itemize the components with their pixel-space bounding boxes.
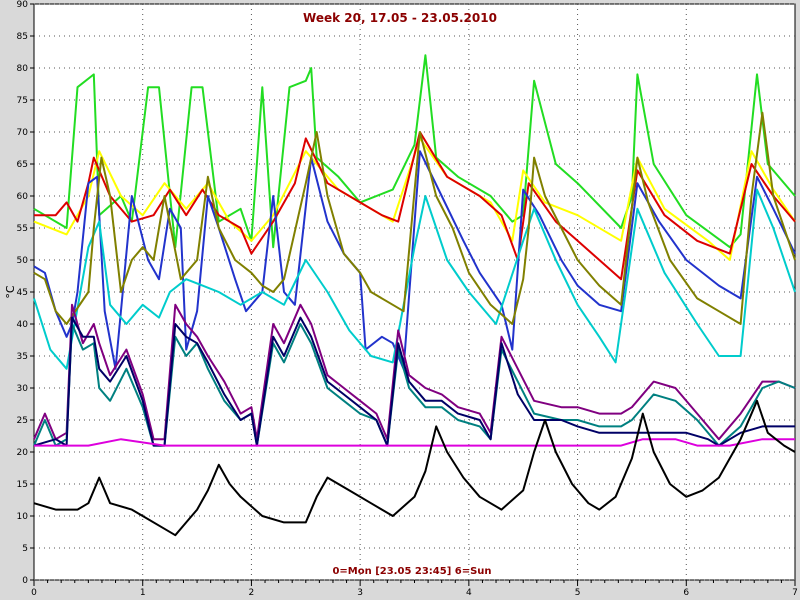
y-tick-label: 5 [22,544,28,554]
y-tick-label: 15 [17,480,28,490]
series-line-6 [33,111,796,325]
x-axis-caption: 0=Mon [23.05 23:45] 6=Sun [332,566,491,577]
x-tick-label: 6 [683,588,689,598]
chart-title: Week 20, 17.05 - 23.05.2010 [303,11,497,25]
y-tick-label: 30 [17,384,29,394]
x-tick-label: 1 [140,588,146,598]
series-line-8 [33,323,796,447]
y-tick-label: 75 [17,96,28,106]
series-group [33,54,796,537]
series-line-11 [33,399,796,537]
x-tick-label: 3 [357,588,363,598]
x-axis: 0 1 2 3 4 5 6 7 [31,580,798,598]
series-line-1 [33,54,796,249]
y-tick-label: 80 [17,64,29,74]
y-tick-label: 65 [17,160,28,170]
y-tick-label: 55 [17,224,28,234]
y-tick-label: 35 [17,352,28,362]
y-tick-label: 40 [17,320,29,330]
y-tick-label: 70 [17,128,29,138]
y-axis-label: °C [4,285,17,299]
y-tick-label: 0 [22,576,28,586]
series-line-2 [33,137,796,261]
y-tick-label: 60 [17,192,29,202]
y-tick-label: 25 [17,416,28,426]
series-line-4 [33,150,796,370]
x-tick-label: 5 [575,588,581,598]
series-line-5 [33,188,796,370]
x-tick-label: 0 [31,588,37,598]
series-line-10 [34,438,795,447]
series-line-7 [33,303,796,441]
y-tick-label: 20 [17,448,29,458]
y-axis: 0 5 10 15 20 25 30 35 40 45 50 55 60 65 70 75 80 85 90 [17,0,34,586]
y-tick-label: 85 [17,32,28,42]
x-tick-label: 4 [466,588,472,598]
series-line-9 [33,316,795,447]
y-tick-label: 90 [17,0,29,10]
x-tick-label: 7 [792,588,798,598]
y-tick-label: 50 [17,256,29,266]
y-tick-label: 10 [17,512,29,522]
y-tick-label: 45 [17,288,28,298]
x-tick-label: 2 [249,588,255,598]
